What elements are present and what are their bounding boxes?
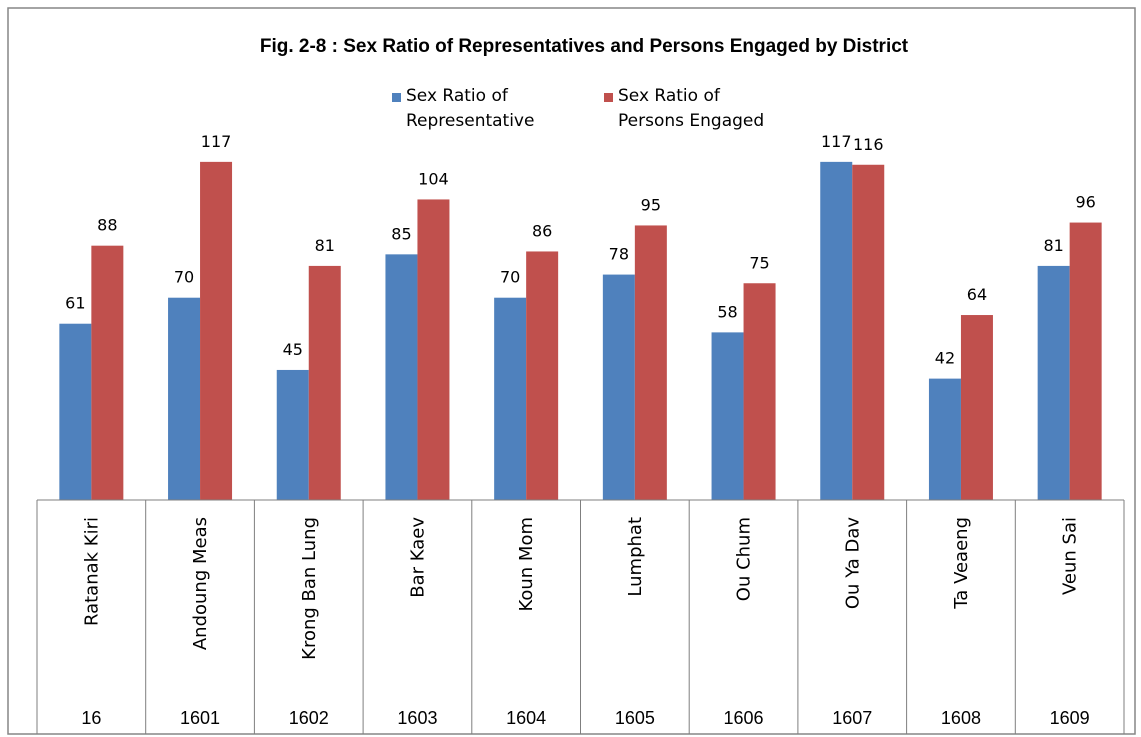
category-label: Ratanak Kiri xyxy=(81,517,102,626)
bar-persons-engaged-4 xyxy=(526,251,559,500)
category-label: Ta Veaeng xyxy=(951,517,972,610)
legend-swatch-2 xyxy=(604,93,613,102)
data-label: 86 xyxy=(532,221,552,240)
chart-title: Fig. 2-8 : Sex Ratio of Representatives … xyxy=(260,36,909,57)
data-label: 70 xyxy=(174,268,194,287)
data-label: 95 xyxy=(641,195,661,214)
category-code: 1604 xyxy=(506,708,546,728)
data-label: 81 xyxy=(315,236,335,255)
bar-persons-engaged-0 xyxy=(91,245,124,500)
bar-representative-9 xyxy=(1037,265,1070,500)
bar-persons-engaged-8 xyxy=(960,315,993,500)
data-label: 81 xyxy=(1043,236,1063,255)
bar-representative-4 xyxy=(494,297,527,500)
category-code: 1602 xyxy=(289,708,329,728)
bar-representative-5 xyxy=(602,274,635,500)
bar-persons-engaged-6 xyxy=(743,283,776,500)
data-label: 117 xyxy=(201,132,232,151)
legend-label-1: Representative xyxy=(406,111,534,131)
category-code: 1609 xyxy=(1050,708,1090,728)
data-label: 45 xyxy=(283,340,303,359)
category-label: Andoung Meas xyxy=(190,517,211,650)
legend-label-2: Sex Ratio of xyxy=(618,86,721,106)
category-table: Ratanak Kiri 16 Andoung Meas 1601 Krong Ban … xyxy=(36,499,1125,734)
bar-representative-6 xyxy=(711,332,744,500)
category-code: 1603 xyxy=(397,708,437,728)
bar-representative-1 xyxy=(168,297,201,500)
bar-persons-engaged-3 xyxy=(417,199,450,500)
category-code: 1606 xyxy=(724,708,764,728)
bar-persons-engaged-9 xyxy=(1069,222,1102,500)
category-code: 1601 xyxy=(180,708,220,728)
category-label: Ou Ya Dav xyxy=(842,517,863,609)
data-label: 61 xyxy=(65,294,85,313)
legend-swatch-1 xyxy=(392,93,401,102)
data-label: 64 xyxy=(967,285,987,304)
category-code: 1608 xyxy=(941,708,981,728)
bar-representative-8 xyxy=(928,378,961,500)
data-label: 42 xyxy=(935,349,955,368)
bar-persons-engaged-5 xyxy=(634,225,667,500)
legend-label-2: Persons Engaged xyxy=(618,111,764,131)
category-code: 1605 xyxy=(615,708,655,728)
legend: Sex Ratio of Representative Sex Ratio of Pe… xyxy=(392,86,764,131)
bar-persons-engaged-7 xyxy=(852,164,885,500)
data-label: 117 xyxy=(821,132,852,151)
bar-persons-engaged-1 xyxy=(200,161,233,500)
bar-representative-3 xyxy=(385,254,418,500)
category-label: Ou Chum xyxy=(734,517,755,601)
data-label: 85 xyxy=(391,224,411,243)
bar-persons-engaged-2 xyxy=(308,265,341,500)
data-label: 88 xyxy=(97,216,117,235)
bar-representative-0 xyxy=(59,323,92,500)
category-label: Koun Mom xyxy=(516,517,537,612)
category-label: Veun Sai xyxy=(1060,517,1081,595)
bars-group xyxy=(59,161,1102,500)
data-label: 104 xyxy=(418,169,449,188)
data-label: 75 xyxy=(749,253,769,272)
data-label: 58 xyxy=(717,302,737,321)
category-code: 16 xyxy=(81,708,101,728)
legend-label-1: Sex Ratio of xyxy=(406,86,509,106)
bar-representative-7 xyxy=(820,161,853,500)
category-label: Lumphat xyxy=(625,517,646,597)
data-label: 78 xyxy=(609,245,629,264)
category-label: Bar Kaev xyxy=(407,517,428,598)
category-code: 1607 xyxy=(832,708,872,728)
data-label: 70 xyxy=(500,268,520,287)
bar-representative-2 xyxy=(276,369,309,500)
category-label: Krong Ban Lung xyxy=(299,517,320,660)
data-label: 96 xyxy=(1075,193,1095,212)
data-label: 116 xyxy=(853,135,884,154)
